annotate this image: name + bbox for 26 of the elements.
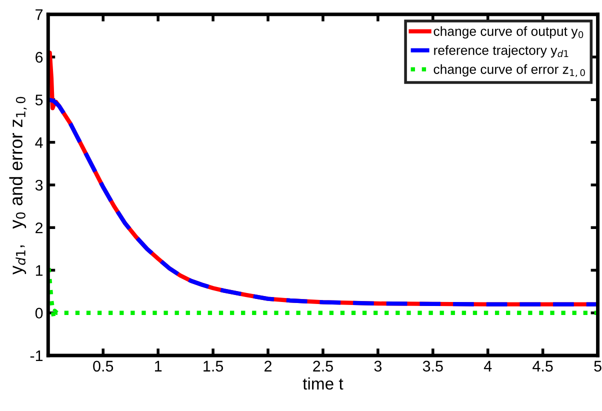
y-tick-label: 0 — [35, 308, 43, 319]
y-tick-label: 3 — [35, 180, 43, 191]
x-tick-label: 3.5 — [422, 360, 443, 372]
y-tick-label: -1 — [30, 350, 43, 362]
x-tick-label: 5 — [594, 360, 602, 372]
x-axis-title: time t — [302, 377, 344, 390]
x-tick-label: 1.5 — [204, 360, 224, 372]
y-tick-label: 6 — [36, 52, 43, 63]
x-tick-label: 2.5 — [313, 360, 333, 372]
y-tick-label: 1 — [36, 265, 43, 276]
y-tick-label: 5 — [35, 94, 43, 106]
x-tick-label: 4 — [484, 360, 492, 372]
y-tick-label: 4 — [35, 137, 43, 148]
x-tick-label: 3 — [374, 360, 382, 372]
y-axis-title: y$_{d1}$, y$_{0}$ and error z$_{1,0}$ — [9, 96, 27, 275]
x-tick-label: 0.5 — [93, 360, 114, 372]
y-tick-label: 7 — [36, 9, 43, 20]
legend-label: change curve of error z$_{1,0}$ — [434, 64, 585, 78]
x-tick-label: 1 — [155, 360, 162, 372]
y-tick-label: 2 — [36, 222, 43, 234]
x-tick-label: 2 — [264, 360, 272, 372]
line-series — [48, 266, 598, 320]
x-tick-label: 4.5 — [532, 360, 553, 372]
legend-label: change curve of output y$_{0}$ — [434, 26, 584, 39]
legend-label: reference trajectory y$_{d1}$ — [434, 45, 568, 58]
line-series — [48, 98, 598, 306]
